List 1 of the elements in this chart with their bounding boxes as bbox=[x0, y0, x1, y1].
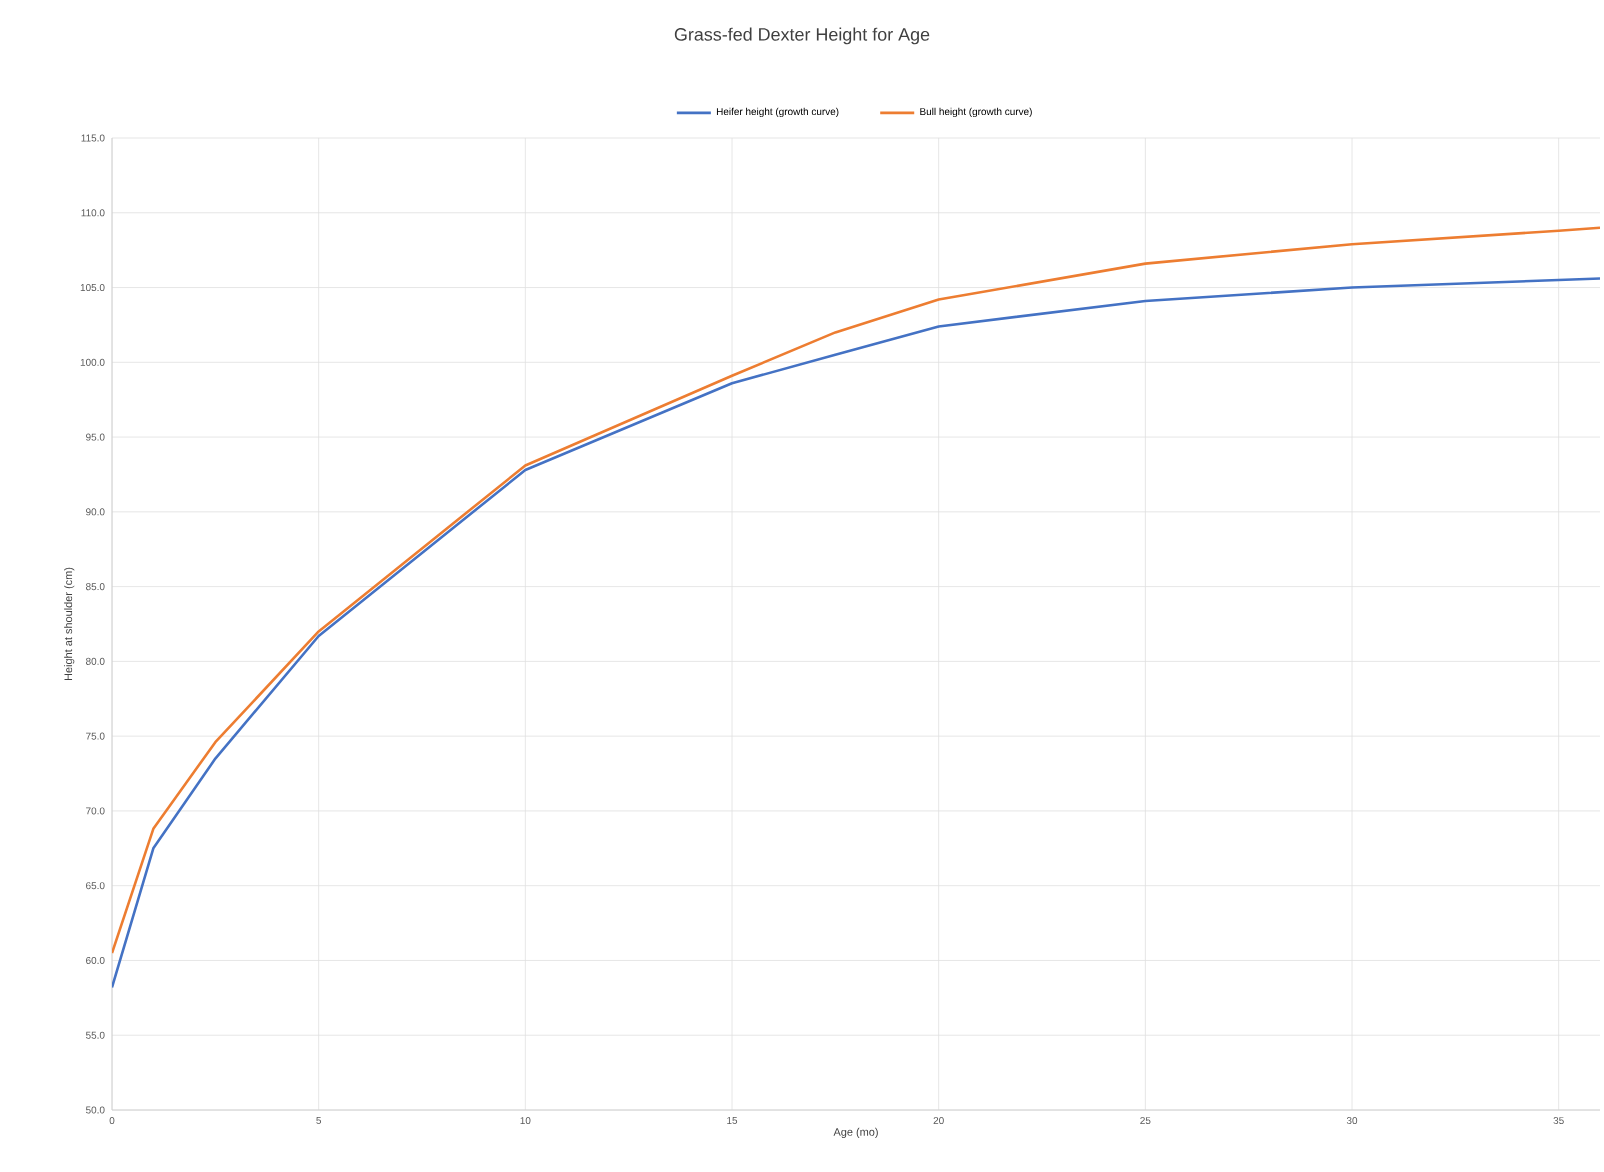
chart-title: Grass-fed Dexter Height for Age bbox=[674, 27, 930, 45]
